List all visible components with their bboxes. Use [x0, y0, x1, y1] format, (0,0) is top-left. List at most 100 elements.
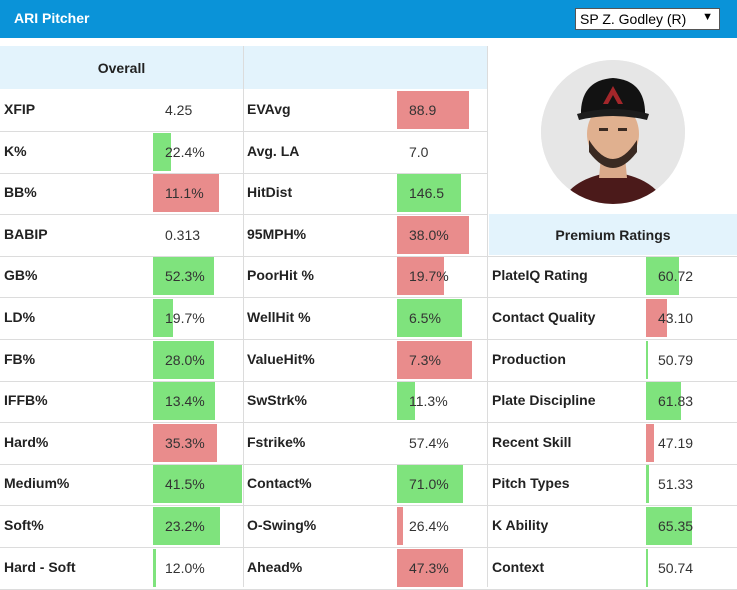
- stat-value: 12.0%: [165, 560, 205, 576]
- stat-value-cell: 11.3%: [397, 382, 486, 420]
- stat-bar: [153, 341, 214, 379]
- stat-value-cell: 6.5%: [397, 299, 486, 337]
- stat-value-cell: 88.9: [397, 91, 486, 129]
- stat-value: 23.2%: [165, 518, 205, 534]
- stat-bar: [646, 382, 681, 420]
- stat-label: 95MPH%: [247, 226, 307, 242]
- stat-bar: [153, 465, 242, 503]
- stat-value-cell: 7.3%: [397, 341, 486, 379]
- stat-bar: [397, 257, 444, 295]
- stat-value-cell: 47.19: [646, 424, 737, 462]
- stat-bar: [646, 549, 648, 587]
- stat-bar: [153, 507, 220, 545]
- column-divider: [243, 46, 244, 587]
- stat-value-cell: 26.4%: [397, 507, 486, 545]
- stat-bar: [153, 174, 219, 212]
- pitcher-select-value: SP Z. Godley (R): [580, 11, 687, 27]
- stat-value-cell: 50.79: [646, 341, 737, 379]
- stat-value: 7.0: [409, 144, 429, 160]
- stat-value-cell: 43.10: [646, 299, 737, 337]
- stat-value: 38.0%: [409, 227, 449, 243]
- row-divider: [0, 381, 737, 382]
- page-title: ARI Pitcher: [14, 10, 90, 26]
- stat-value-cell: 52.3%: [153, 257, 242, 295]
- stat-label: Plate Discipline: [492, 392, 596, 408]
- stat-value: 47.19: [658, 435, 694, 451]
- stat-value-cell: 50.74: [646, 549, 737, 587]
- pitcher-select[interactable]: SP Z. Godley (R) ▼: [575, 8, 720, 30]
- row-divider: [0, 339, 737, 340]
- stat-label: K%: [4, 143, 27, 159]
- stat-value-cell: 19.7%: [397, 257, 486, 295]
- stat-label: Medium%: [4, 475, 70, 491]
- row-divider: [0, 547, 737, 548]
- stat-bar: [397, 382, 415, 420]
- stat-value: 19.7%: [165, 310, 205, 326]
- stat-value: 13.4%: [165, 393, 205, 409]
- row-divider: [0, 505, 737, 506]
- stat-bar: [646, 257, 679, 295]
- stat-label: HitDist: [247, 184, 293, 200]
- stat-value: 26.4%: [409, 518, 449, 534]
- stat-bar: [153, 133, 171, 171]
- stat-label: Pitch Types: [492, 475, 570, 491]
- stat-value-cell: 13.4%: [153, 382, 242, 420]
- stat-value-cell: 41.5%: [153, 465, 242, 503]
- stat-label: GB%: [4, 267, 38, 283]
- stat-label: ValueHit%: [247, 351, 315, 367]
- stat-value-cell: 12.0%: [153, 549, 242, 587]
- row-divider: [0, 256, 737, 257]
- column-divider: [487, 46, 488, 587]
- top-bar: ARI Pitcher SP Z. Godley (R) ▼: [0, 0, 737, 38]
- stat-value: 47.3%: [409, 560, 449, 576]
- player-photo: [541, 60, 685, 204]
- stat-value: 57.4%: [409, 435, 449, 451]
- stat-value: 11.1%: [165, 185, 204, 201]
- stat-bar: [397, 549, 463, 587]
- stat-value: 71.0%: [409, 476, 449, 492]
- stat-value-cell: 61.83: [646, 382, 737, 420]
- row-divider: [0, 464, 737, 465]
- stat-value: 35.3%: [165, 435, 205, 451]
- stat-value-cell: 23.2%: [153, 507, 242, 545]
- stat-value: 51.33: [658, 476, 694, 492]
- stat-label: SwStrk%: [247, 392, 307, 408]
- stat-value-cell: 38.0%: [397, 216, 486, 254]
- chevron-down-icon[interactable]: ▼: [702, 11, 713, 23]
- stat-bar: [646, 507, 692, 545]
- row-divider: [0, 422, 737, 423]
- stat-label: LD%: [4, 309, 36, 325]
- stat-bar: [397, 507, 403, 545]
- stat-value-cell: 11.1%: [153, 174, 242, 212]
- stat-label: Recent Skill: [492, 434, 572, 450]
- stat-label: PlateIQ Rating: [492, 267, 588, 283]
- stat-value-cell: 65.35: [646, 507, 737, 545]
- stat-bar: [397, 216, 469, 254]
- stat-value: 4.25: [165, 102, 193, 118]
- player-headshot-icon: [541, 60, 685, 204]
- stat-value: 52.3%: [165, 268, 205, 284]
- stat-value-cell: 146.5: [397, 174, 486, 212]
- stat-value: 41.5%: [165, 476, 205, 492]
- stat-bar: [646, 299, 667, 337]
- stat-label: Hard%: [4, 434, 49, 450]
- stat-value-cell: 22.4%: [153, 133, 242, 171]
- stat-value-cell: 4.25: [153, 91, 242, 129]
- stat-value: 60.72: [658, 268, 694, 284]
- stat-bar: [153, 257, 214, 295]
- stat-bar: [397, 91, 469, 129]
- stat-value-cell: 28.0%: [153, 341, 242, 379]
- stat-bar: [397, 174, 461, 212]
- stat-label: O-Swing%: [247, 517, 317, 533]
- stat-label: Ahead%: [247, 559, 303, 575]
- stat-label: IFFB%: [4, 392, 48, 408]
- stat-label: K Ability: [492, 517, 549, 533]
- stat-value: 0.313: [165, 227, 201, 243]
- stat-value-cell: 47.3%: [397, 549, 486, 587]
- premium-ratings-header: Premium Ratings: [489, 214, 737, 255]
- stat-value-cell: 57.4%: [397, 424, 486, 462]
- overall-header: Overall: [0, 46, 243, 89]
- stat-label: Avg. LA: [247, 143, 300, 159]
- stat-value: 22.4%: [165, 144, 205, 160]
- middle-header: [244, 46, 487, 89]
